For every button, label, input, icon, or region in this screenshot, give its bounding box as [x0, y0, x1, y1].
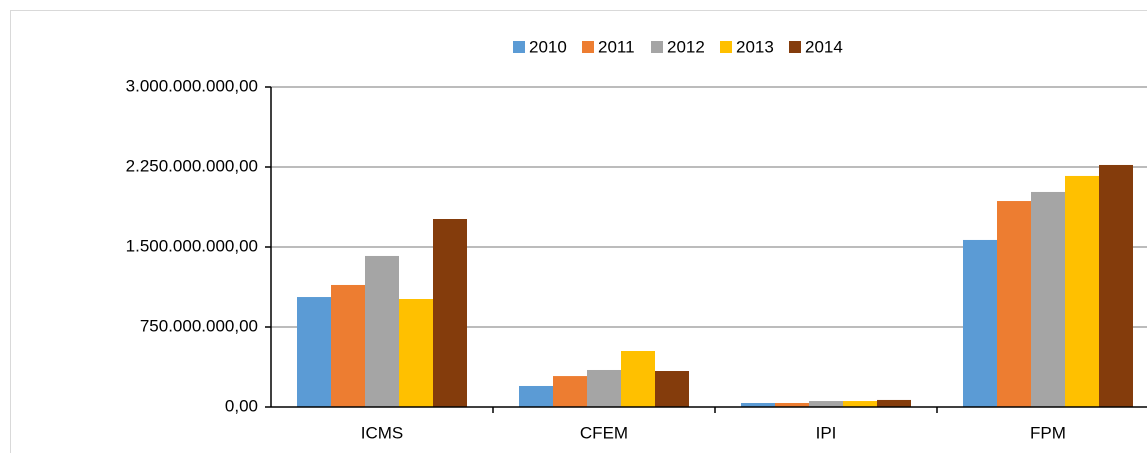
bar — [1031, 191, 1065, 407]
legend-label: 2011 — [598, 37, 635, 56]
x-tick-label: CFEM — [580, 423, 628, 442]
y-tick-label: 1.500.000.000,00 — [126, 236, 258, 255]
x-tick-label: IPI — [816, 423, 837, 442]
bar — [655, 371, 689, 407]
bar — [519, 385, 553, 407]
bar — [399, 299, 433, 407]
bar — [809, 401, 843, 407]
legend-swatch — [720, 41, 732, 53]
chart-frame — [10, 10, 1147, 453]
bar — [587, 369, 621, 407]
bar — [877, 399, 911, 407]
bar — [843, 401, 877, 407]
bar — [365, 255, 399, 407]
legend-swatch — [582, 41, 594, 53]
bar — [741, 403, 775, 407]
legend-swatch — [651, 41, 663, 53]
bar — [621, 351, 655, 407]
y-tick-label: 3.000.000.000,00 — [126, 76, 258, 95]
legend-label: 2010 — [529, 37, 567, 56]
legend-swatch — [513, 41, 525, 53]
bar — [775, 403, 809, 407]
x-tick-label: ICMS — [361, 423, 404, 442]
x-tick-label: FPM — [1030, 423, 1066, 442]
bar — [1099, 164, 1133, 407]
bar — [997, 201, 1031, 407]
bar — [553, 376, 587, 407]
y-tick-label: 750.000.000,00 — [140, 316, 258, 335]
bar — [433, 219, 467, 407]
legend-label: 2013 — [736, 37, 774, 56]
bar — [297, 297, 331, 407]
legend-swatch — [789, 41, 801, 53]
legend-label: 2014 — [805, 37, 843, 56]
bar — [1065, 175, 1099, 407]
y-tick-label: 0,00 — [225, 396, 258, 415]
bar — [331, 284, 365, 407]
y-tick-label: 2.250.000.000,00 — [126, 156, 258, 175]
legend-label: 2012 — [667, 37, 705, 56]
bar — [963, 239, 997, 407]
